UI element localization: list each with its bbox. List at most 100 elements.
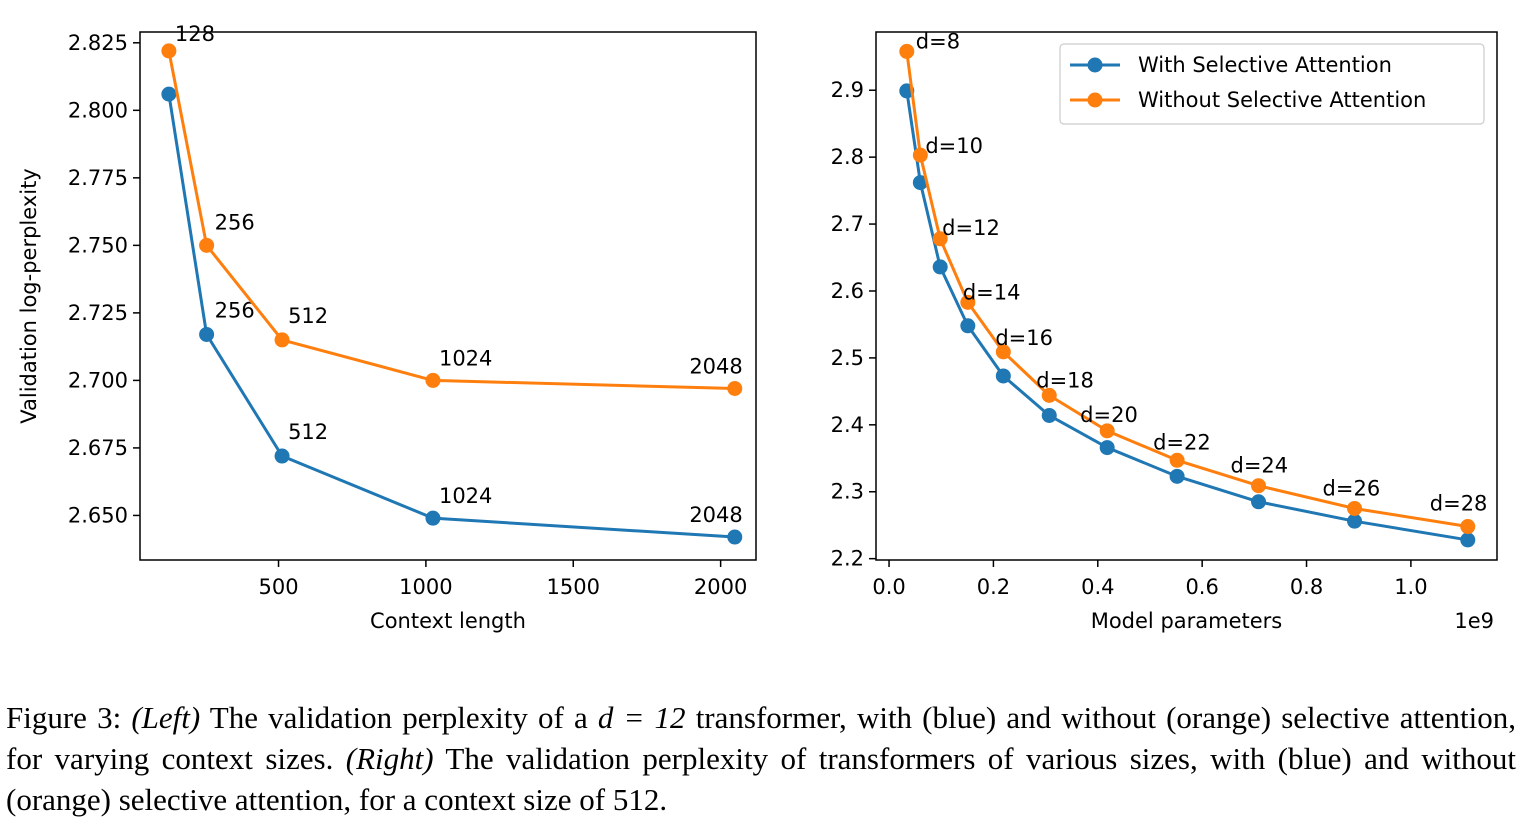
data-point <box>425 372 441 388</box>
data-point <box>995 344 1011 360</box>
right-chart-panel: 0.0 0.2 0.4 0.6 0.8 1.0 2.2 2.3 2.4 2.5 2.6 2.7 2.8 2… <box>831 29 1498 633</box>
x-tick-label: 500 <box>258 575 298 599</box>
data-point <box>1251 478 1267 494</box>
legend-marker <box>1087 92 1103 108</box>
point-label: d=10 <box>925 134 983 158</box>
point-label: d=24 <box>1231 454 1289 478</box>
point-label: d=16 <box>995 326 1053 350</box>
plot-frame <box>875 31 1498 561</box>
legend-marker <box>1087 57 1103 73</box>
caption-part3: The validation perplexity of transformer… <box>6 741 1516 817</box>
data-point <box>199 326 215 342</box>
y-tick-label: 2.7 <box>831 212 864 236</box>
left-chart-panel: 500 1000 1500 2000 2.650 2.675 2.700 2.725 2.750… <box>17 22 757 633</box>
y-tick-label: 2.675 <box>68 436 128 460</box>
data-point <box>1251 494 1267 510</box>
data-point <box>1347 513 1363 529</box>
point-label: d=12 <box>942 216 1000 240</box>
legend: With Selective Attention Without Selectiv… <box>1059 43 1485 125</box>
x-axis-label: Model parameters <box>1091 609 1283 633</box>
y-tick-label: 2.8 <box>831 145 864 169</box>
x-tick-label: 1000 <box>399 575 452 599</box>
data-point <box>161 43 177 59</box>
data-point <box>912 147 928 163</box>
data-point <box>274 448 290 464</box>
y-tick-label: 2.3 <box>831 480 864 504</box>
data-point <box>912 175 928 191</box>
plot-frame <box>139 31 757 561</box>
point-label: 1024 <box>439 346 492 370</box>
y-tick-label: 2.825 <box>68 31 128 55</box>
data-point <box>1041 407 1057 423</box>
data-point <box>425 510 441 526</box>
data-point <box>1347 500 1363 516</box>
y-tick-label: 2.800 <box>68 98 128 122</box>
y-axis-label: Validation log-perplexity <box>17 168 41 424</box>
x-offset-label: 1e9 <box>1454 609 1494 633</box>
data-point <box>1169 452 1185 468</box>
data-point <box>995 368 1011 384</box>
legend-label: Without Selective Attention <box>1138 88 1426 112</box>
point-label: d=8 <box>916 29 960 53</box>
y-tick-label: 2.725 <box>68 301 128 325</box>
data-point <box>960 318 976 334</box>
data-point <box>1099 440 1115 456</box>
data-point <box>199 237 215 253</box>
data-point <box>727 529 743 545</box>
data-point <box>274 332 290 348</box>
point-label: d=20 <box>1080 403 1138 427</box>
point-label: d=14 <box>963 280 1021 304</box>
caption-part2: transformer, with (blue) and without (or… <box>6 700 1516 776</box>
data-point <box>1169 468 1185 484</box>
x-tick-label: 2000 <box>694 575 747 599</box>
point-label: d=28 <box>1430 492 1488 516</box>
x-axis-label: Context length <box>370 609 526 633</box>
caption-part1: The validation perplexity of a <box>200 700 598 735</box>
y-tick-label: 2.700 <box>68 368 128 392</box>
point-label: 256 <box>215 298 255 322</box>
point-label: d=22 <box>1153 430 1211 454</box>
data-point <box>1460 532 1476 548</box>
y-tick-label: 2.775 <box>68 166 128 190</box>
x-tick-label: 0.2 <box>977 575 1010 599</box>
point-label: 256 <box>215 210 255 234</box>
point-label: 1024 <box>439 484 492 508</box>
y-tick-label: 2.9 <box>831 78 864 102</box>
y-tick-label: 2.2 <box>831 547 864 571</box>
data-point <box>1099 423 1115 439</box>
data-point <box>960 294 976 310</box>
y-tick-label: 2.6 <box>831 279 864 303</box>
legend-label: With Selective Attention <box>1138 53 1392 77</box>
point-label: d=26 <box>1323 476 1381 500</box>
point-label: d=18 <box>1036 368 1094 392</box>
data-point <box>727 381 743 397</box>
figure: 500 1000 1500 2000 2.650 2.675 2.700 2.725 2.750… <box>17 22 1498 633</box>
y-tick-label: 2.4 <box>831 413 864 437</box>
x-tick-label: 0.6 <box>1185 575 1218 599</box>
data-point <box>161 86 177 102</box>
x-tick-label: 1500 <box>547 575 600 599</box>
x-tick-label: 0.8 <box>1290 575 1323 599</box>
x-tick-label: 0.0 <box>872 575 905 599</box>
data-point <box>899 43 915 59</box>
y-tick-label: 2.5 <box>831 346 864 370</box>
x-tick-label: 1.0 <box>1394 575 1427 599</box>
point-label: 2048 <box>689 503 742 527</box>
figure-caption: Figure 3: (Left) The validation perplexi… <box>6 697 1516 820</box>
caption-math: d = 12 <box>597 700 686 735</box>
caption-left-tag: (Left) <box>131 700 201 735</box>
legend-box <box>1059 43 1485 125</box>
point-label: 512 <box>288 420 328 444</box>
series-line-blue <box>905 90 1469 542</box>
point-label: 512 <box>288 304 328 328</box>
point-label: 2048 <box>689 355 742 379</box>
data-point <box>932 259 948 275</box>
data-point <box>1041 387 1057 403</box>
caption-prefix: Figure 3: <box>6 700 132 735</box>
y-tick-label: 2.650 <box>68 503 128 527</box>
y-tick-label: 2.750 <box>68 233 128 257</box>
caption-right-tag: (Right) <box>345 741 434 776</box>
x-tick-label: 0.4 <box>1081 575 1114 599</box>
data-point <box>932 231 948 247</box>
data-point <box>1460 519 1476 535</box>
